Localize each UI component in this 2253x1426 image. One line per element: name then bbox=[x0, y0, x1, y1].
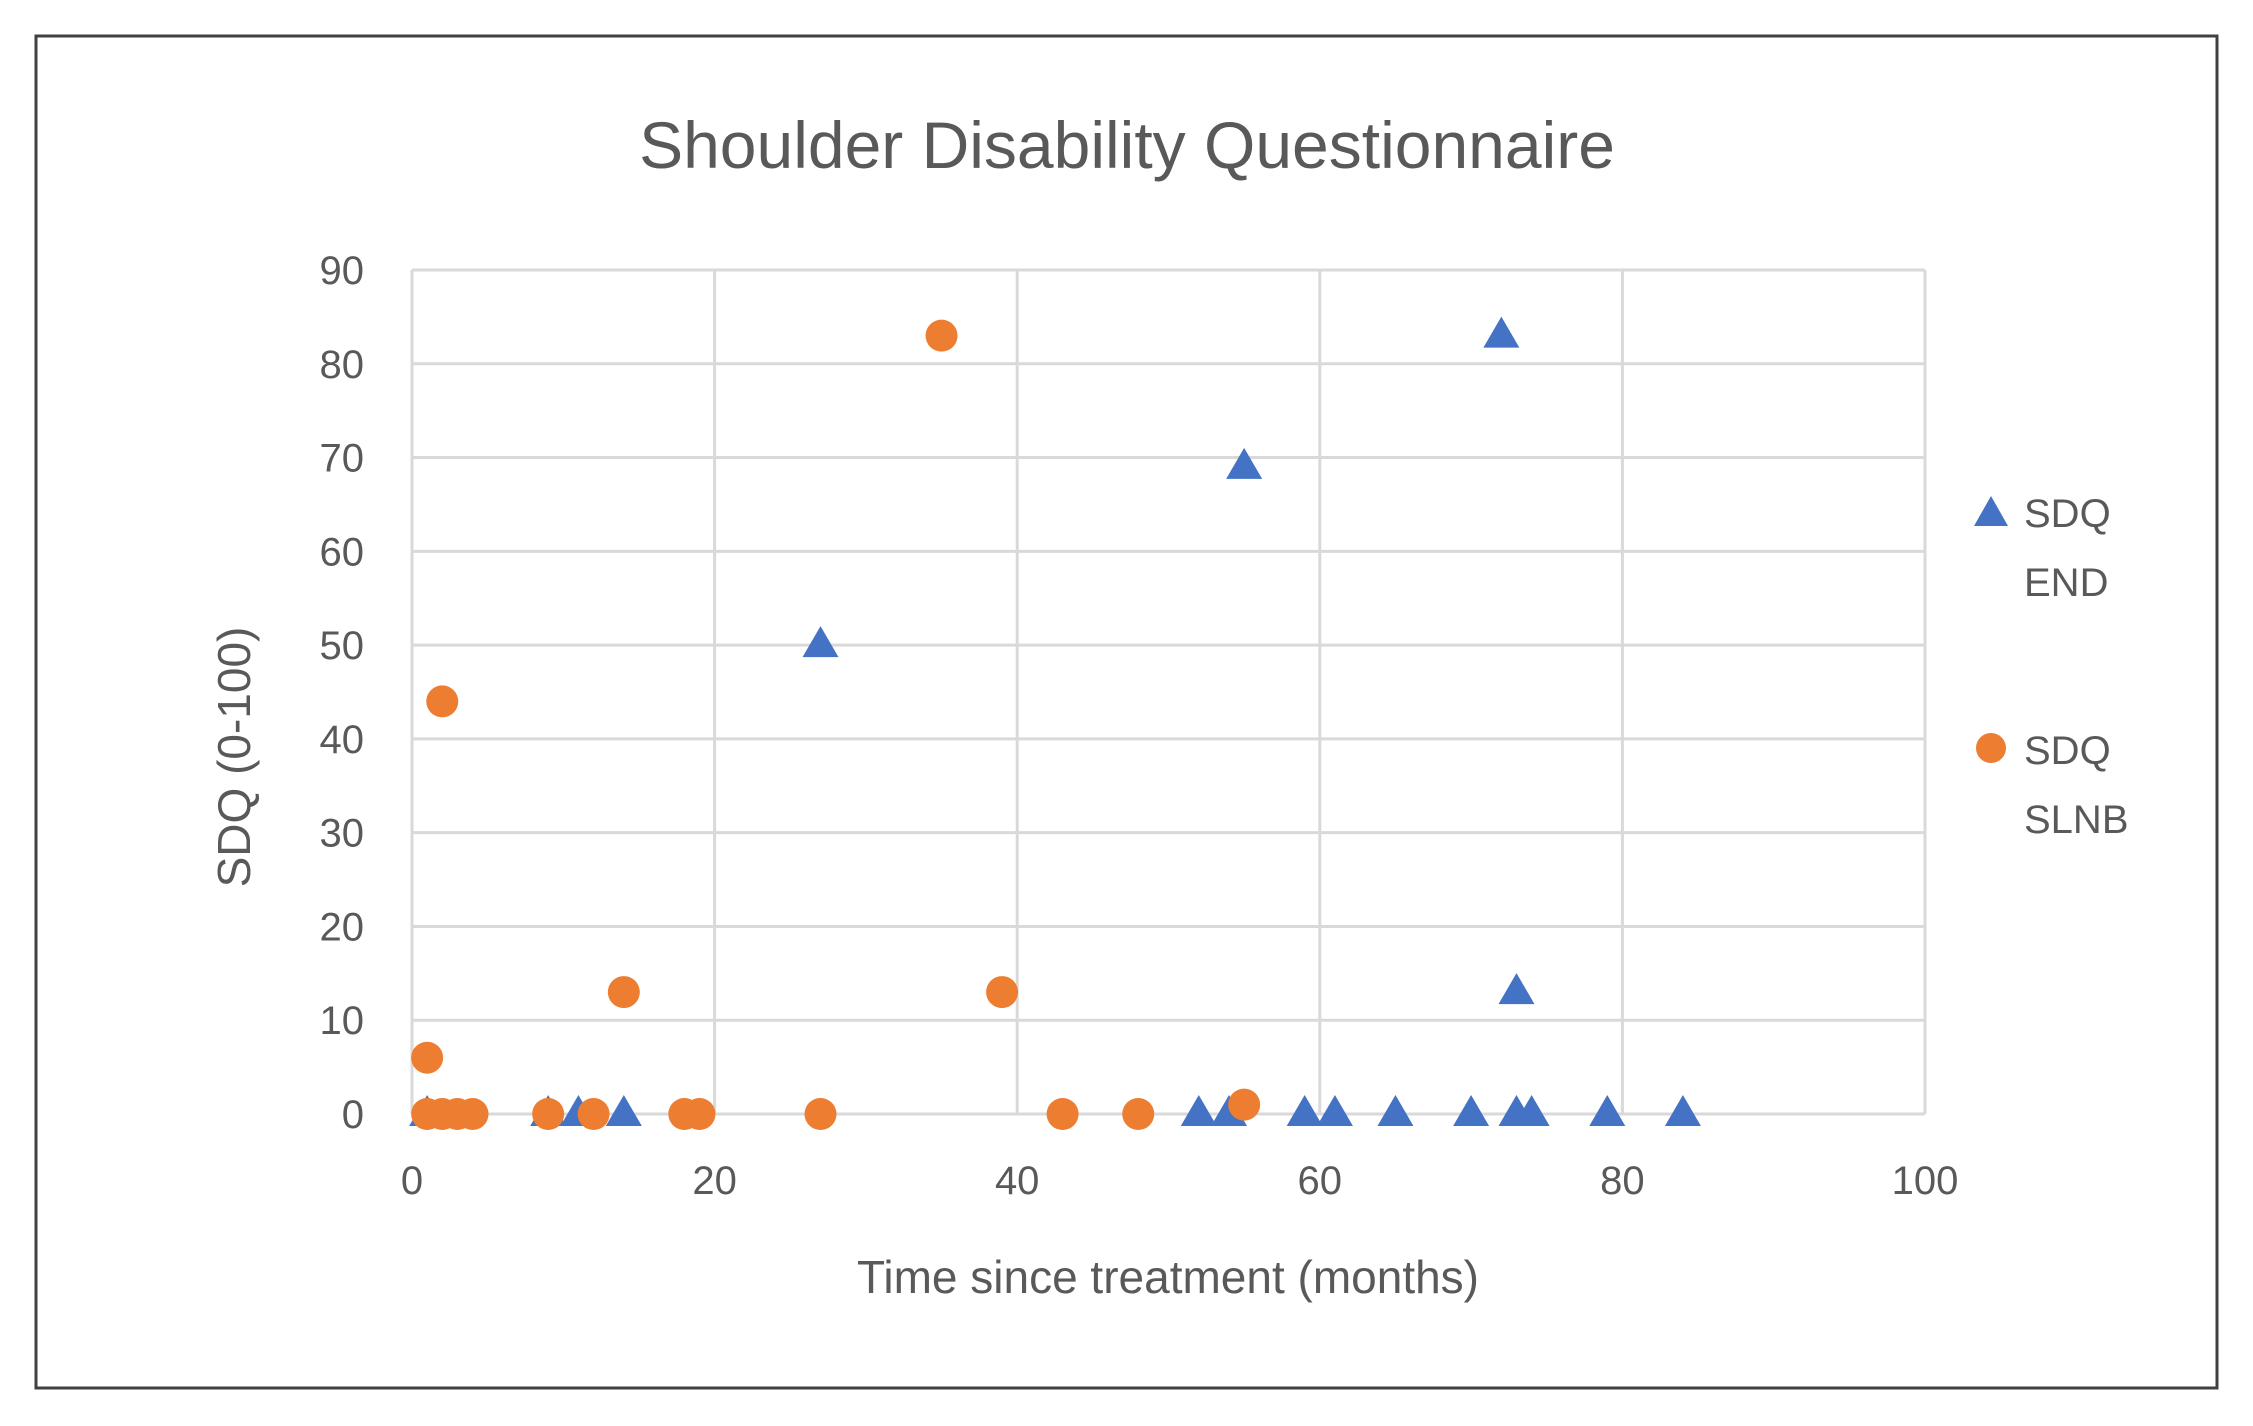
point-sdq-end[interactable] bbox=[802, 626, 839, 658]
point-sdq-slnb[interactable] bbox=[925, 319, 958, 352]
y-axis-title: SDQ (0-100) bbox=[208, 627, 260, 888]
chart-title: Shoulder Disability Questionnaire bbox=[639, 108, 1615, 182]
legend-label-slnb-line2: SLNB bbox=[2024, 798, 2129, 842]
x-tick-label: 0 bbox=[401, 1159, 423, 1203]
x-tick-label: 80 bbox=[1600, 1159, 1645, 1203]
x-tick-label: 40 bbox=[995, 1159, 1040, 1203]
point-sdq-slnb[interactable] bbox=[456, 1098, 489, 1130]
point-sdq-slnb[interactable] bbox=[607, 976, 640, 1009]
chart-frame bbox=[34, 34, 2219, 1390]
y-tick-label: 60 bbox=[320, 530, 365, 574]
y-tick-label: 80 bbox=[320, 343, 365, 387]
point-sdq-end[interactable] bbox=[1180, 1095, 1217, 1126]
point-sdq-end[interactable] bbox=[605, 1095, 642, 1126]
legend-label-end-line2: END bbox=[2024, 561, 2108, 605]
data-marks bbox=[409, 316, 1701, 1130]
point-sdq-end[interactable] bbox=[1377, 1095, 1414, 1126]
y-tick-label: 70 bbox=[320, 437, 365, 481]
x-axis-title: Time since treatment (months) bbox=[857, 1251, 1479, 1303]
point-sdq-end[interactable] bbox=[1513, 1095, 1550, 1126]
point-sdq-end[interactable] bbox=[1286, 1095, 1323, 1126]
point-sdq-slnb[interactable] bbox=[1122, 1098, 1155, 1130]
y-tick-label: 90 bbox=[320, 249, 365, 293]
point-sdq-end[interactable] bbox=[1316, 1095, 1353, 1126]
point-sdq-slnb[interactable] bbox=[411, 1041, 444, 1074]
y-tick-label: 30 bbox=[320, 812, 365, 856]
point-sdq-slnb[interactable] bbox=[426, 685, 459, 718]
legend-item-end[interactable]: SDQ END bbox=[1974, 492, 2111, 605]
point-sdq-slnb[interactable] bbox=[577, 1098, 610, 1130]
legend-triangle-icon bbox=[1974, 496, 2008, 526]
point-sdq-slnb[interactable] bbox=[532, 1098, 565, 1130]
legend-label-end-line1: SDQ bbox=[2024, 492, 2111, 536]
point-sdq-slnb[interactable] bbox=[1228, 1088, 1261, 1121]
y-tick-label: 50 bbox=[320, 624, 365, 668]
point-sdq-end[interactable] bbox=[1226, 447, 1263, 479]
point-sdq-end[interactable] bbox=[1483, 316, 1520, 348]
point-sdq-end[interactable] bbox=[1498, 973, 1535, 1005]
point-sdq-slnb[interactable] bbox=[804, 1098, 837, 1130]
legend: SDQ END SDQ SLNB bbox=[1974, 492, 2129, 842]
x-tick-label: 20 bbox=[692, 1159, 737, 1203]
legend-circle-icon bbox=[1976, 733, 2006, 763]
legend-label-slnb-line1: SDQ bbox=[2024, 729, 2111, 773]
point-sdq-end[interactable] bbox=[1664, 1095, 1701, 1126]
x-tick-label: 100 bbox=[1892, 1159, 1959, 1203]
point-sdq-slnb[interactable] bbox=[683, 1098, 716, 1130]
y-tick-label: 10 bbox=[320, 999, 365, 1043]
y-tick-label: 0 bbox=[342, 1093, 364, 1137]
x-tick-label: 60 bbox=[1298, 1159, 1343, 1203]
point-sdq-slnb[interactable] bbox=[986, 976, 1019, 1009]
point-sdq-end[interactable] bbox=[1589, 1095, 1626, 1126]
y-tick-label: 40 bbox=[320, 718, 365, 762]
y-tick-label: 20 bbox=[320, 905, 365, 949]
point-sdq-slnb[interactable] bbox=[1046, 1098, 1079, 1130]
grid-layer bbox=[410, 268, 1927, 1116]
tick-labels: 0 10 20 30 40 50 60 70 80 90 0 20 40 60 80 100 bbox=[320, 249, 1959, 1203]
legend-item-slnb[interactable]: SDQ SLNB bbox=[1976, 729, 2129, 842]
point-sdq-end[interactable] bbox=[1453, 1095, 1490, 1126]
